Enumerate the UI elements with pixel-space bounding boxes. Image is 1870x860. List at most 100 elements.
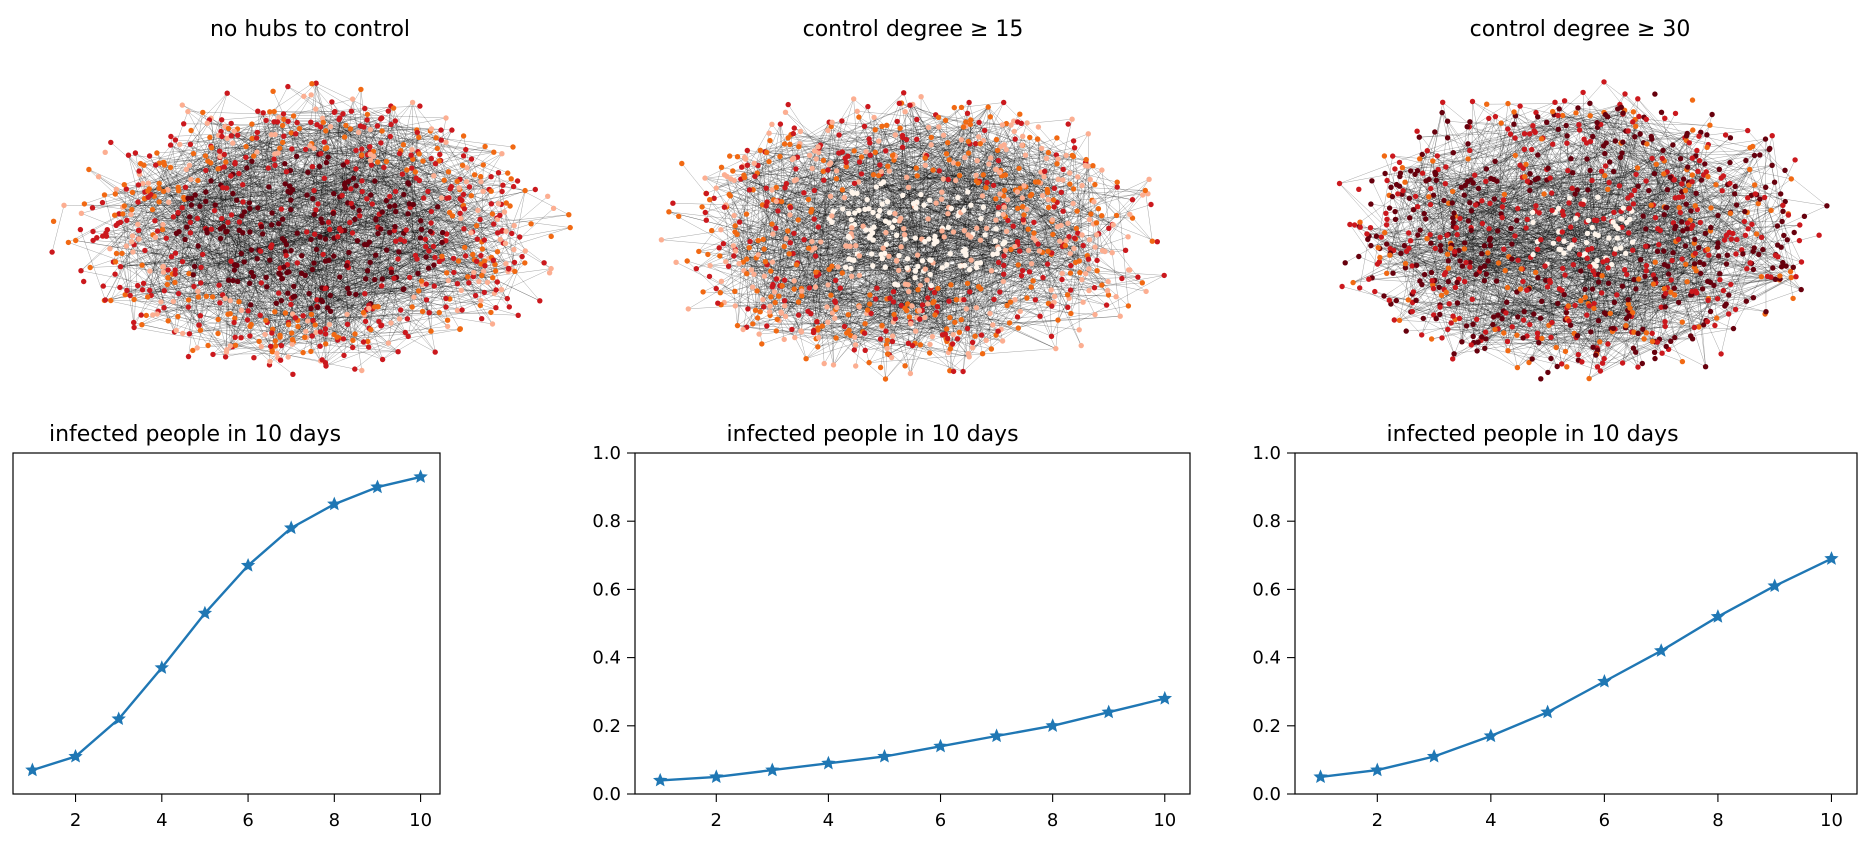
network-edge [200, 113, 284, 283]
network-node [846, 210, 852, 217]
network-edge [265, 120, 326, 289]
network-node [339, 192, 345, 199]
network-edge [764, 151, 805, 193]
network-node [858, 171, 865, 177]
network-node [434, 145, 440, 152]
network-node [481, 258, 488, 264]
network-node [471, 269, 477, 276]
network-node [249, 158, 255, 164]
network-node [336, 226, 343, 232]
network-node [1072, 259, 1079, 266]
network-node [927, 197, 933, 203]
network-node [325, 219, 332, 225]
network-node [892, 316, 898, 322]
network-node [905, 301, 911, 307]
network-edge [143, 122, 311, 166]
network-node [1022, 152, 1029, 158]
network-node [1035, 124, 1042, 130]
network-node [952, 319, 958, 325]
network-node [905, 282, 911, 288]
network-edge [235, 257, 436, 346]
network-edge [307, 160, 424, 173]
network-node [811, 327, 817, 334]
network-node [272, 151, 278, 157]
network-node [482, 263, 488, 269]
network-edge [889, 255, 1088, 299]
network-node [278, 297, 285, 304]
network-node [882, 218, 889, 224]
network-node [235, 132, 241, 138]
network-node [346, 290, 352, 296]
network-node [132, 150, 139, 156]
network-edge [185, 187, 294, 287]
network-node [990, 182, 997, 189]
network-node [352, 331, 358, 337]
network-node [294, 230, 300, 236]
network-node [317, 329, 324, 335]
network-node [234, 197, 240, 203]
network-node [415, 270, 421, 277]
network-node [327, 308, 334, 314]
network-node [968, 117, 974, 123]
network-edge [737, 325, 913, 346]
network-edge [282, 238, 348, 325]
network-node [142, 247, 148, 254]
network-node [302, 334, 308, 340]
network-edge [739, 147, 903, 223]
network-node [185, 353, 192, 360]
network-node [439, 253, 445, 259]
network-edge [1002, 124, 1096, 315]
network-edge [158, 307, 318, 312]
network-node [454, 281, 461, 287]
network-node [164, 281, 170, 288]
network-node [734, 154, 741, 160]
network-node [852, 210, 858, 216]
network-node [167, 164, 174, 171]
network-node [921, 202, 927, 208]
network-edge [866, 179, 949, 231]
network-node [160, 269, 167, 275]
network-node [170, 298, 176, 305]
network-edge [464, 208, 505, 213]
network-edge [492, 190, 526, 278]
network-node [1064, 292, 1071, 298]
network-node [974, 225, 980, 231]
network-node [781, 243, 787, 250]
network-edge [93, 240, 287, 256]
network-node [1063, 152, 1069, 159]
network-node [883, 241, 890, 248]
network-node [322, 326, 329, 332]
network-node [112, 191, 119, 197]
network-node [1058, 189, 1064, 195]
network-node [366, 239, 373, 245]
network-edge [746, 98, 854, 274]
network-edge [333, 233, 447, 257]
network-node [870, 263, 876, 269]
network-node [412, 252, 419, 259]
network-node [290, 371, 296, 377]
network-node [856, 207, 862, 214]
network-edge [333, 238, 406, 333]
network-node [240, 199, 246, 205]
network-node [188, 202, 195, 208]
network-node [537, 298, 543, 304]
network-node [432, 349, 438, 355]
network-node [129, 189, 136, 196]
network-node [332, 108, 338, 115]
network-node [884, 337, 891, 343]
network-node [318, 216, 324, 222]
network-node [825, 127, 831, 134]
network-node [499, 188, 505, 195]
network-edge [934, 292, 1055, 297]
network-node [856, 159, 863, 165]
network-edge [84, 157, 220, 205]
network-edge [814, 164, 880, 191]
network-edge [770, 284, 895, 297]
network-edge [757, 122, 830, 166]
network-edge [322, 118, 472, 196]
network-node [375, 230, 381, 237]
network-edge [237, 128, 291, 201]
network-node [845, 153, 851, 159]
network-node [1045, 196, 1051, 203]
network-node [1092, 181, 1098, 188]
